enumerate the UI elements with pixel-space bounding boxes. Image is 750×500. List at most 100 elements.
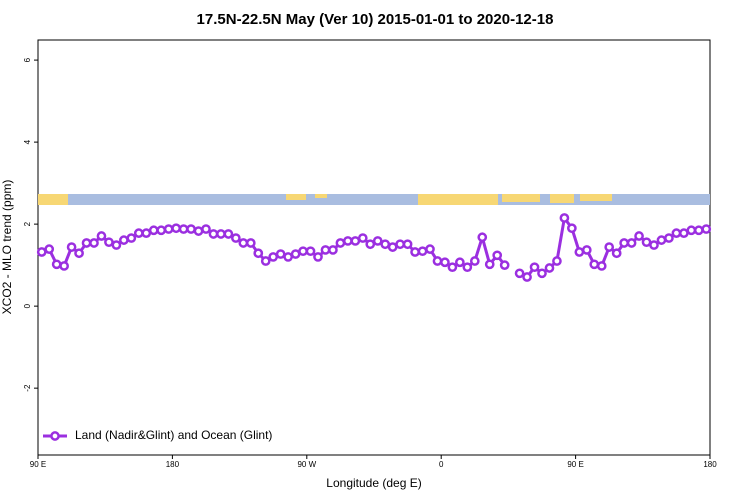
data-point [656,235,667,245]
data-point [156,225,167,236]
data-point [544,263,555,273]
data-point [686,225,697,236]
data-point [148,225,159,236]
data-point [567,223,577,234]
land-ocean-strip [38,194,710,205]
data-point [74,248,84,259]
data-point [201,224,211,234]
data-point [305,246,316,257]
data-point [208,229,219,239]
data-point [253,248,264,259]
x-tick-label: 180 [703,460,717,469]
data-point [402,239,413,250]
data-point [455,257,465,268]
data-point [365,239,376,250]
data-point [604,242,615,252]
y-axis-label: XCO2 - MLO trend (ppm) [0,180,14,315]
data-point [410,247,420,257]
data-point [679,228,689,238]
data-point [81,238,92,248]
legend-marker [50,431,60,441]
data-point [335,238,346,248]
data-point [328,245,338,255]
data-point [350,236,361,246]
data-point [216,229,226,239]
y-tick-label: 2 [23,221,32,226]
data-point [693,225,704,236]
data-point [641,237,652,248]
data-point [59,261,69,271]
data-point [245,238,256,248]
data-point [664,233,674,243]
data-point [387,242,398,252]
data-point [372,236,383,246]
y-tick-label: 0 [23,303,32,308]
legend-label: Land (Nadir&Glint) and Ocean (Glint) [75,428,272,442]
data-point [283,252,293,262]
data-point [537,268,547,279]
x-tick-label: 90 E [567,460,583,469]
data-point [119,235,129,245]
data-point [96,231,107,241]
data-point [522,272,532,282]
data-point [51,259,62,270]
data-point [499,260,510,270]
data-point [425,244,435,254]
data-point [611,248,622,259]
data-point [417,246,428,257]
data-point [111,240,122,250]
data-point [44,244,55,254]
data-point [462,262,473,273]
chart-title: 17.5N-22.5N May (Ver 10) 2015-01-01 to 2… [197,11,554,28]
data-point [89,238,99,248]
y-tick-label: -2 [23,384,32,392]
data-point [163,224,174,234]
data-point [589,259,600,270]
data-point [447,262,458,273]
data-point [619,238,629,248]
data-point [492,250,503,261]
data-point [484,259,495,270]
data-point [268,252,279,262]
data-point [432,256,443,266]
data-point [469,256,480,266]
data-point [357,233,368,243]
data-point [238,238,249,248]
data-point [477,232,488,243]
data-point [552,256,562,266]
data-point [574,247,585,257]
data-point [36,247,47,257]
data-point [440,257,450,268]
x-axis-label: Longitude (deg E) [326,476,421,490]
data-point [104,237,114,248]
data-point [581,245,592,255]
data-point [559,213,570,223]
data-point [193,226,204,236]
data-point [626,238,637,248]
data-point [223,229,234,239]
data-point [171,223,181,234]
data-point [298,246,308,257]
data-point [596,261,607,271]
data-point [260,256,271,266]
data-point [671,228,682,238]
x-tick-label: 0 [439,460,444,469]
data-point [141,228,152,238]
data-point [178,224,189,234]
y-tick-label: 6 [23,57,32,62]
data-point [529,262,540,273]
data-point [395,239,405,250]
data-point [66,242,77,252]
data-point [186,224,196,234]
data-point [701,224,712,234]
data-point [231,233,241,243]
data-point [313,252,323,262]
data-point [320,245,331,255]
data-point [290,249,301,259]
y-tick-label: 4 [23,139,32,144]
x-tick-label: 90 W [297,460,316,469]
data-point [275,249,286,259]
data-point [126,233,137,243]
x-tick-label: 180 [166,460,180,469]
